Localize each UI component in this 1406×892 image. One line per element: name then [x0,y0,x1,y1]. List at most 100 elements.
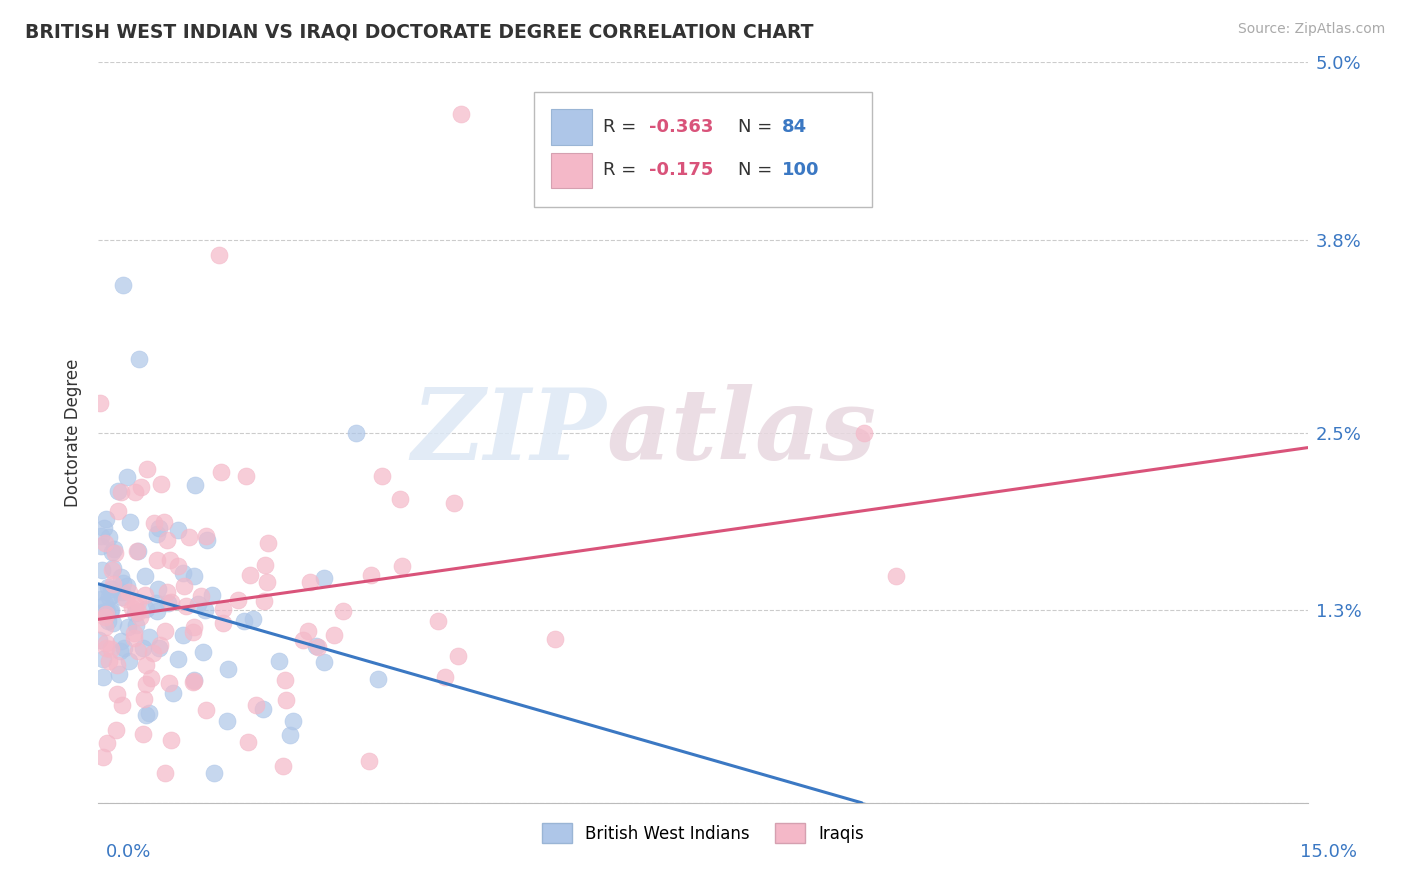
Point [127,544,149,558]
Text: 15.0%: 15.0% [1299,843,1357,861]
Point [450,107,472,121]
Point [118,654,141,668]
Point [101,545,124,559]
Point [194,529,217,543]
Point [245,698,267,712]
Point [235,469,257,483]
Point [211,466,233,480]
Point [187,597,209,611]
Text: N =: N = [738,118,778,136]
Point [544,632,567,647]
Point [146,526,169,541]
Point [125,544,148,558]
Point [298,575,321,590]
Point [107,504,129,518]
Point [183,674,205,689]
Point [281,714,304,728]
Point [166,652,188,666]
Point [197,533,219,547]
Point [89,584,111,599]
Point [93,610,115,624]
Point [371,468,394,483]
Point [89,396,111,410]
Point [156,533,179,547]
Point [160,732,183,747]
Point [162,685,184,699]
Point [160,595,183,609]
Point [91,750,114,764]
Point [107,483,129,498]
Point [134,569,156,583]
Point [344,425,367,440]
Point [183,569,205,583]
Point [194,603,217,617]
Point [127,595,149,609]
Point [97,614,120,628]
Point [101,616,124,631]
Point [194,703,217,717]
Legend: British West Indians, Iraqis: British West Indians, Iraqis [536,816,870,850]
Point [124,607,146,621]
Point [135,657,157,672]
Point [138,706,160,720]
Point [853,425,876,440]
Point [278,728,301,742]
FancyBboxPatch shape [534,92,872,207]
Point [359,755,381,769]
Point [110,634,132,648]
Point [269,654,291,668]
Point [93,520,115,534]
Point [157,675,180,690]
Point [142,646,165,660]
Text: 84: 84 [782,118,807,136]
Point [120,515,142,529]
Point [146,604,169,618]
Point [132,692,155,706]
Point [884,569,907,583]
Point [105,658,128,673]
Point [94,607,117,621]
Point [100,641,122,656]
Point [90,539,112,553]
Y-axis label: Doctorate Degree: Doctorate Degree [63,359,82,507]
Point [208,248,231,262]
Point [128,351,150,366]
Point [131,641,153,656]
Point [153,766,176,780]
Point [115,470,138,484]
Point [202,766,225,780]
Point [226,593,249,607]
Point [239,568,262,582]
Point [129,610,152,624]
Point [110,569,132,583]
Point [391,559,413,574]
Point [181,625,204,640]
Point [136,462,159,476]
Point [148,641,170,656]
Point [174,599,197,613]
Point [117,620,139,634]
Point [94,535,117,549]
Point [93,670,115,684]
Point [87,633,110,648]
Point [110,484,132,499]
Point [156,584,179,599]
Point [274,693,297,707]
Text: atlas: atlas [606,384,876,481]
Point [217,661,239,675]
Point [172,566,194,580]
Point [135,602,157,616]
Point [212,615,235,630]
Point [100,603,122,617]
Point [91,605,114,619]
Point [159,553,181,567]
Point [124,626,146,640]
Point [129,481,152,495]
Text: 100: 100 [782,161,820,178]
Point [90,591,112,606]
FancyBboxPatch shape [551,153,592,188]
Text: BRITISH WEST INDIAN VS IRAQI DOCTORATE DEGREE CORRELATION CHART: BRITISH WEST INDIAN VS IRAQI DOCTORATE D… [25,22,814,41]
Point [183,673,205,687]
Point [132,726,155,740]
Point [97,580,120,594]
